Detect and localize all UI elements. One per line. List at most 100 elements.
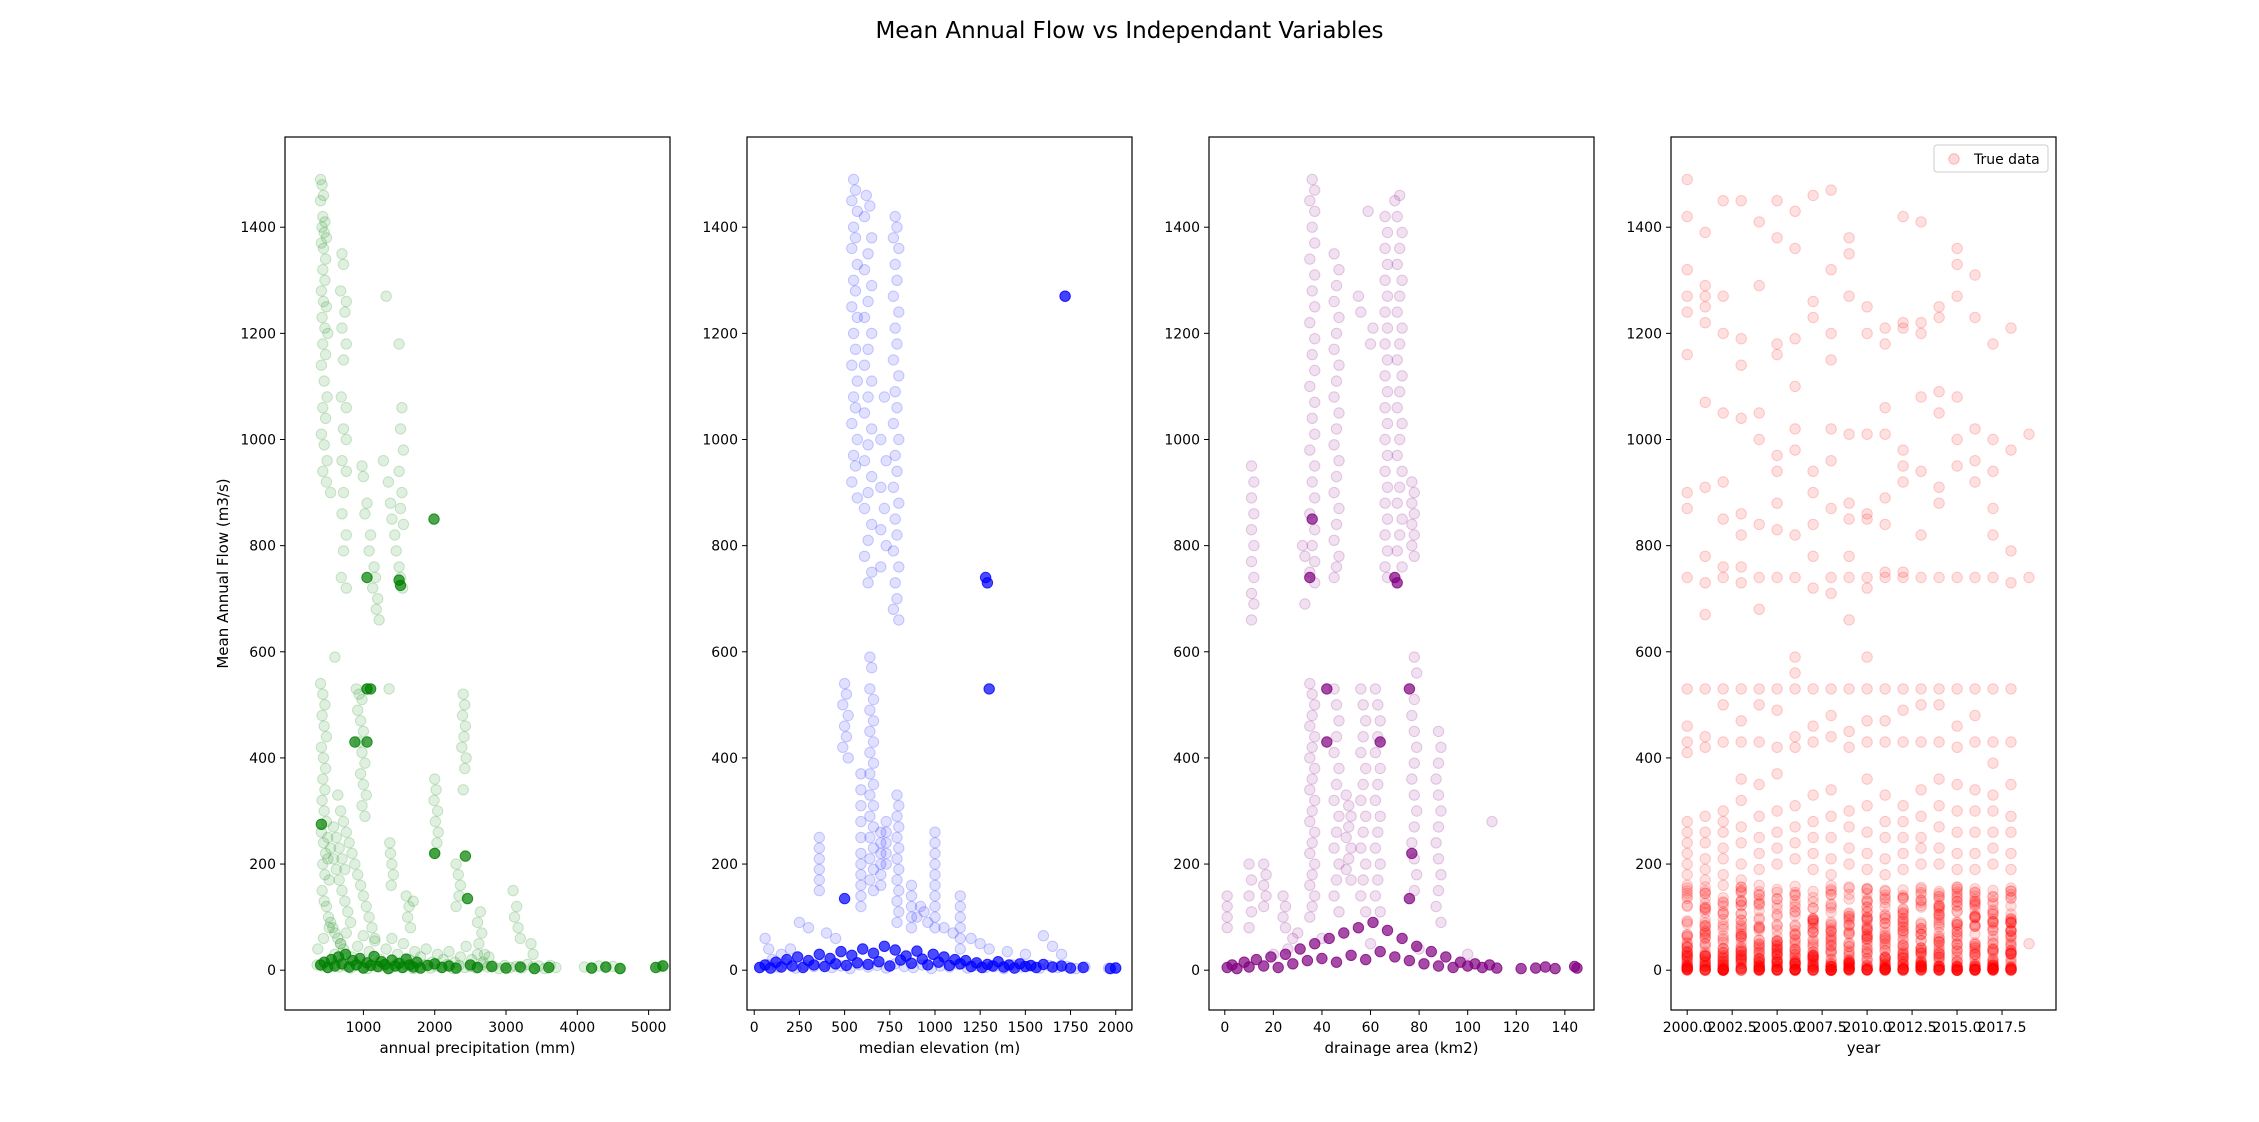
data-point	[1681, 961, 1693, 973]
data-point	[1951, 433, 1963, 446]
data-point	[1306, 805, 1318, 817]
data-point	[1969, 805, 1981, 817]
data-point	[1969, 311, 1981, 324]
data-point	[354, 768, 367, 780]
data-point	[1248, 508, 1260, 520]
data-point	[1861, 960, 1873, 972]
data-point	[400, 890, 412, 902]
data-point	[1771, 941, 1783, 953]
data-point	[319, 847, 332, 860]
data-point	[1301, 954, 1314, 967]
scatter-points	[1221, 173, 1583, 975]
data-point	[1861, 571, 1873, 584]
data-point	[1717, 963, 1729, 976]
data-point	[1951, 961, 1963, 974]
data-point	[763, 943, 775, 955]
data-point	[1753, 952, 1765, 965]
data-point	[1933, 960, 1945, 972]
data-point	[1681, 946, 1693, 958]
data-point	[1861, 883, 1873, 895]
data-point	[361, 497, 373, 509]
data-point	[866, 232, 878, 244]
data-point	[1771, 805, 1783, 817]
data-point	[1987, 960, 1999, 973]
data-point	[1328, 571, 1340, 584]
data-point	[1333, 455, 1345, 467]
data-point	[1345, 842, 1357, 854]
data-point	[1861, 947, 1873, 959]
data-point	[1699, 887, 1711, 900]
data-point	[1699, 226, 1711, 239]
data-point	[2005, 948, 2017, 960]
data-point	[1435, 741, 1447, 753]
data-point	[867, 778, 880, 791]
data-point	[319, 348, 332, 361]
data-point	[1825, 571, 1837, 584]
data-point	[1951, 964, 1963, 976]
data-point	[1879, 885, 1891, 897]
data-point	[1897, 815, 1909, 828]
data-point	[1825, 888, 1837, 901]
data-point	[1861, 888, 1873, 900]
data-point	[1418, 958, 1430, 970]
data-point	[1717, 964, 1729, 976]
data-point	[1879, 853, 1891, 865]
data-point	[1897, 946, 1909, 959]
data-point	[1681, 952, 1693, 964]
data-point	[1807, 962, 1819, 975]
data-point	[905, 922, 918, 934]
data-point	[1717, 934, 1729, 946]
data-point	[1333, 715, 1345, 727]
data-point	[2005, 964, 2017, 976]
x-tick-label: 1000	[346, 1020, 382, 1036]
data-point	[1915, 894, 1927, 906]
data-point	[891, 274, 903, 286]
data-point	[1753, 216, 1765, 228]
data-point	[340, 402, 352, 414]
y-tick-label: 1400	[1626, 220, 1662, 236]
data-point	[340, 433, 352, 446]
data-point	[1789, 964, 1801, 976]
data-point	[1717, 964, 1729, 976]
data-point	[339, 863, 351, 876]
data-point	[893, 906, 905, 918]
data-point	[1969, 890, 1981, 902]
data-point	[1825, 946, 1837, 958]
data-point	[1681, 486, 1693, 499]
data-point	[357, 778, 370, 791]
data-point	[891, 831, 903, 844]
data-point	[317, 264, 329, 276]
data-point	[1915, 960, 1927, 972]
data-point	[1352, 290, 1365, 302]
data-point	[1771, 899, 1783, 911]
data-point	[1309, 858, 1321, 870]
data-point	[1379, 306, 1391, 318]
data-point	[1408, 486, 1421, 499]
data-point	[1717, 964, 1729, 976]
data-point	[1771, 953, 1783, 966]
data-point	[1861, 922, 1873, 934]
data-point	[1717, 407, 1729, 419]
data-point	[1969, 826, 1981, 838]
data-point	[2005, 961, 2017, 974]
data-point	[1987, 842, 1999, 854]
data-point	[1735, 946, 1747, 958]
data-point	[1807, 939, 1819, 951]
data-point	[1771, 946, 1783, 959]
data-point	[1699, 949, 1711, 962]
data-point	[1987, 913, 1999, 925]
data-point	[1245, 614, 1258, 626]
data-point	[887, 354, 900, 366]
data-point	[1861, 882, 1873, 894]
data-point	[1381, 924, 1394, 937]
data-point	[1915, 942, 1927, 954]
data-point	[1969, 941, 1981, 954]
data-point	[1897, 704, 1909, 716]
data-point	[1681, 946, 1693, 959]
data-point	[1699, 317, 1711, 329]
data-point	[317, 932, 330, 945]
data-point	[1987, 962, 1999, 975]
data-point	[1411, 741, 1423, 753]
data-point	[1825, 587, 1837, 600]
data-point	[2005, 885, 2017, 897]
